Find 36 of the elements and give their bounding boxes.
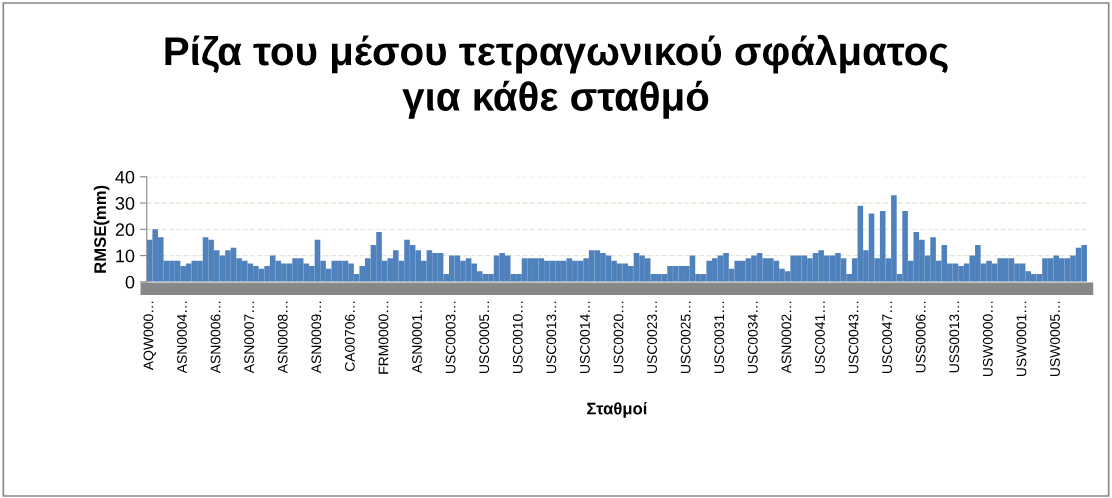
x-tick-label: ASN0001…: [412, 301, 422, 374]
x-tick-label: USW0005…: [1050, 301, 1060, 377]
x-axis-title: Σταθμοί: [587, 402, 647, 418]
x-tick-label: AQW000…: [143, 301, 156, 371]
y-tick-label: 40: [115, 170, 135, 184]
x-tick-label: USC0025…: [680, 301, 691, 373]
y-tick-label: 10: [116, 249, 135, 263]
x-tick-label: ASN0007…: [244, 301, 255, 374]
x-tick-label: USC0013…: [546, 301, 557, 373]
x-tick-label: USC0020…: [613, 301, 624, 373]
y-tick-label: 0: [125, 275, 135, 289]
x-tick-label: USW0001…: [1016, 301, 1027, 377]
x-tick-label: USC0010…: [512, 301, 523, 373]
x-tick-label: USC0003…: [445, 301, 456, 373]
x-tick-label: ASN0006…: [210, 301, 221, 374]
x-tick-label: USC0047…: [882, 301, 893, 373]
x-tick-label: USC0005…: [479, 301, 490, 373]
x-tick-label: USC0014…: [579, 301, 590, 373]
y-tick-label: 20: [115, 223, 135, 237]
x-tick-label: ASN0004…: [177, 301, 187, 374]
x-tick-label: USC0031…: [714, 301, 725, 373]
x-tick-label: FRM0000…: [378, 301, 389, 374]
x-tick-label: USW0000…: [982, 301, 993, 377]
chart-title: Ρίζα του μέσου τετραγωνικού σφάλματος για κάθε σταθμό: [165, 34, 948, 119]
x-tick-label: USC0023…: [647, 301, 657, 373]
x-tick-label: USC0034…: [747, 301, 758, 373]
x-tick-label: USS0013…: [949, 301, 960, 373]
y-tick-label: 30: [115, 196, 135, 210]
x-tick-label: ASN0008…: [277, 301, 288, 374]
x-tick-label: ASN0002…: [781, 301, 792, 374]
x-tick-label: USC0043…: [848, 301, 859, 373]
x-tick-label: USC0041…: [815, 301, 825, 373]
y-axis-title: RMSE(mm): [93, 185, 110, 273]
x-tick-label: ASN0009…: [311, 301, 322, 374]
x-tick-label: CA00706…: [344, 301, 355, 372]
x-tick-label: USS0006…: [915, 301, 926, 373]
